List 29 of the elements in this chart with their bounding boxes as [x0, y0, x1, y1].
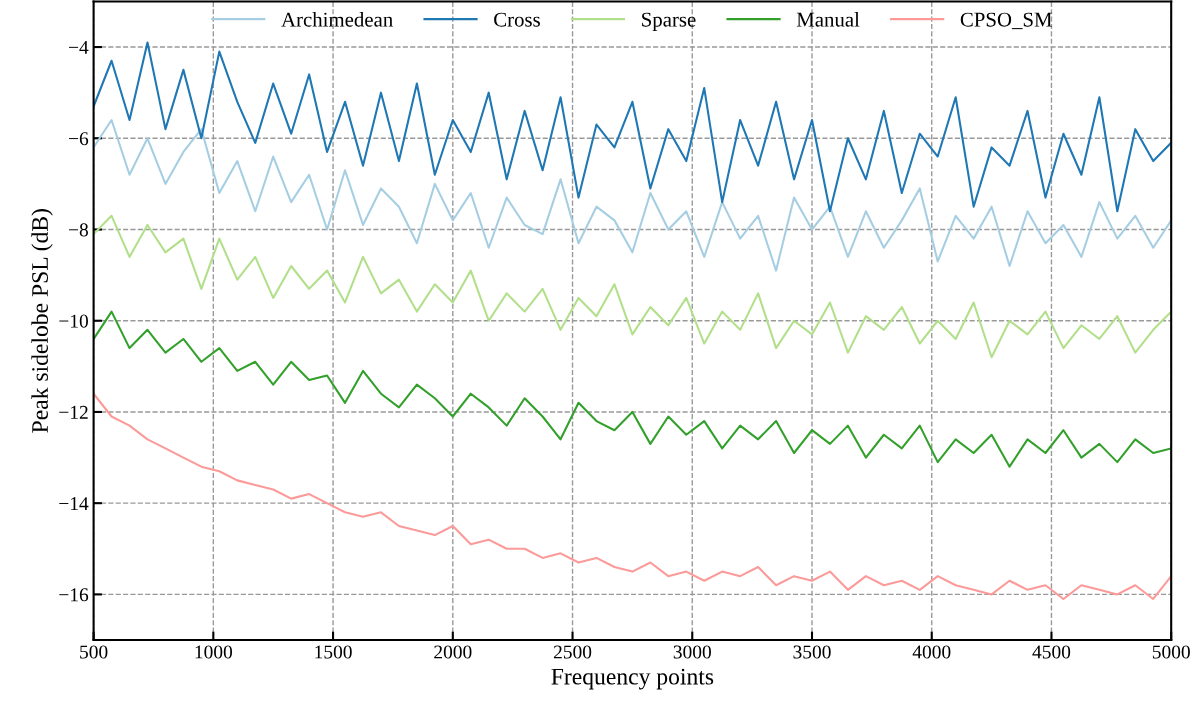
line-series: [93, 392, 1172, 601]
line-series: [93, 214, 1172, 359]
x-tick-label: 2000: [434, 645, 472, 659]
y-tick-label: −8: [69, 223, 88, 237]
x-tick-label: 1000: [195, 645, 233, 659]
y-tick-label: −14: [59, 497, 89, 510]
x-tick-label: 2500: [553, 645, 592, 659]
line-series: [93, 41, 1172, 213]
x-tick-label: 3000: [673, 645, 711, 659]
x-tick-label: 5000: [1152, 645, 1190, 659]
legend-label: Archimedean: [281, 11, 393, 27]
line-series: [93, 310, 1172, 468]
y-axis-title: Peak sidelobe PSL (dB): [31, 209, 53, 433]
legend-label: CPSO_SM: [960, 12, 1052, 30]
x-tick-label: 4000: [912, 645, 951, 659]
y-tick-label: −12: [59, 405, 88, 419]
y-tick-label: −4: [69, 41, 89, 54]
legend-label: Manual: [796, 11, 860, 27]
x-tick-label: 500: [80, 645, 108, 659]
y-tick-label: −10: [59, 314, 88, 328]
x-tick-label: 1500: [315, 645, 352, 659]
line-series: [93, 119, 1172, 272]
x-axis-title: Frequency points: [551, 668, 714, 690]
y-tick-label: −16: [59, 588, 89, 602]
x-tick-label: 3500: [793, 645, 831, 659]
legend-label: Cross: [494, 12, 540, 27]
legend-label: Sparse: [642, 12, 696, 31]
y-tick-label: −6: [69, 132, 89, 146]
x-tick-label: 4500: [1032, 645, 1071, 659]
